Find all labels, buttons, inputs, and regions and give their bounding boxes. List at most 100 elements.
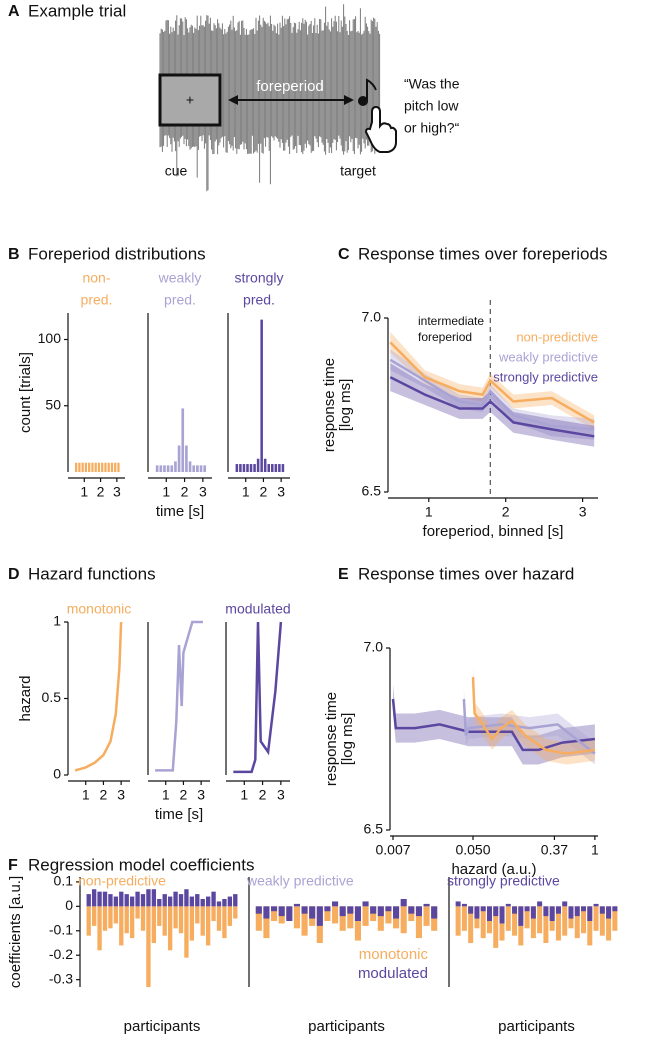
bar (102, 891, 108, 907)
bar (222, 906, 227, 939)
bar (113, 906, 119, 924)
x-tick-label: 3 (277, 787, 285, 803)
bar (157, 906, 162, 926)
x-tick-label: 2 (259, 787, 267, 803)
y-tick-label: 50 (45, 396, 61, 412)
line (391, 698, 596, 752)
bar (119, 891, 124, 907)
y-tick-label: 6.5 (362, 483, 382, 499)
bar (184, 889, 189, 907)
legend-entry: strongly predictive (493, 369, 598, 384)
bar (267, 464, 271, 472)
bar (113, 896, 119, 907)
y-axis-label: count [trials] (17, 352, 34, 433)
x-axis-label: participants (498, 1018, 575, 1035)
bar (200, 906, 205, 936)
y-tick-label: 0.5 (42, 689, 62, 705)
trial-diagram: + foreperiod “Was the pitch low or high?… (158, 4, 460, 192)
bar (91, 906, 97, 926)
x-tick-label: 2 (180, 787, 188, 803)
bar (86, 906, 91, 936)
bar (124, 894, 129, 907)
bar (233, 906, 238, 919)
bar (162, 906, 167, 936)
bar (91, 889, 97, 907)
bar (195, 894, 200, 907)
y-axis-label: [log ms] (337, 379, 354, 432)
bar (512, 906, 518, 914)
bar (263, 458, 267, 472)
bar (200, 899, 205, 907)
bar (505, 903, 511, 907)
y-tick-label: 1 (53, 613, 61, 629)
cue-fixation: + (186, 92, 194, 108)
bar (199, 465, 203, 472)
bar (543, 906, 549, 943)
bar (385, 906, 392, 924)
bar (102, 906, 108, 931)
bar (271, 464, 274, 472)
bar (203, 465, 207, 472)
bar (151, 889, 157, 907)
bar (278, 906, 285, 917)
legend-entry: monotonic (359, 946, 429, 963)
bar (301, 906, 308, 936)
bar (94, 462, 97, 472)
bar (110, 462, 114, 472)
y-axis-label: [log ms] (339, 713, 356, 766)
target-label: target (340, 163, 376, 179)
legend-entry: modulated (358, 965, 428, 982)
bar (324, 906, 331, 921)
bar (599, 906, 605, 936)
bar (562, 901, 568, 907)
panel-letter: A (8, 3, 20, 20)
bar (493, 906, 499, 948)
legend-entry: weakly predictive (498, 349, 598, 364)
bar (400, 906, 407, 934)
cue-box (158, 73, 222, 127)
error-band (390, 363, 595, 447)
bar (253, 464, 256, 472)
bar (188, 461, 192, 472)
x-tick-label: 0.050 (455, 842, 490, 858)
y-axis-label: response time (321, 358, 338, 452)
y-tick-label: 0.1 (54, 873, 74, 889)
bar (205, 896, 211, 907)
bar (324, 906, 331, 912)
bar (612, 906, 618, 912)
x-tick-label: 3 (113, 484, 121, 500)
bar (146, 906, 151, 987)
line (233, 621, 283, 774)
panel-title: Hazard functions (28, 564, 156, 583)
bar (97, 891, 102, 907)
bar (222, 899, 227, 907)
line (389, 358, 595, 431)
bar (493, 906, 499, 917)
y-axis-label: response time (323, 692, 340, 786)
bar (163, 465, 166, 472)
bar (309, 906, 316, 919)
panel-letter: C (338, 246, 350, 263)
error-band (473, 666, 595, 765)
bar (415, 906, 422, 939)
chart-title: pred. (81, 292, 113, 308)
x-tick-label: 1 (242, 484, 250, 500)
bar (189, 896, 195, 907)
x-tick-label: 3 (117, 787, 125, 803)
y-axis-label: coefficients [a.u.] (7, 876, 24, 988)
y-tick-label: -0.2 (49, 946, 73, 962)
bar (537, 906, 543, 934)
bar (562, 906, 568, 936)
bar (167, 906, 173, 951)
bar (227, 896, 233, 907)
y-tick-label: -0.3 (49, 970, 73, 986)
annotation: intermediate (418, 314, 484, 328)
bar (211, 891, 216, 907)
panel-title: Regression model coefficients (28, 855, 254, 874)
chart-title: weakly (158, 270, 202, 286)
bar (162, 894, 167, 907)
chart-title: pred. (243, 292, 275, 308)
bar (271, 906, 278, 912)
bar (499, 906, 505, 924)
bar (216, 906, 222, 931)
